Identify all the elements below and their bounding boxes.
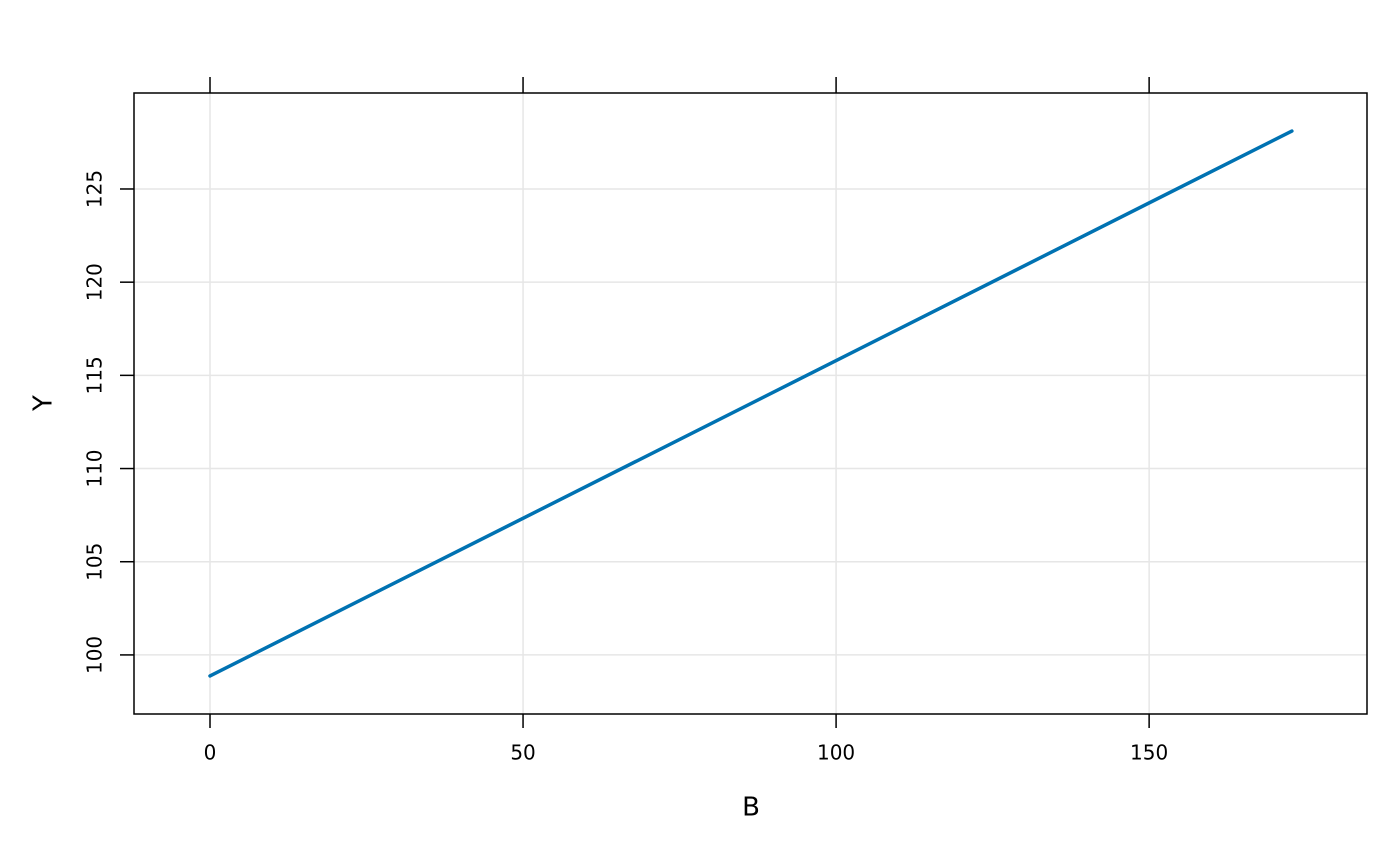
x-axis-title: B [742,793,760,823]
y-tick-label: 110 [83,449,107,487]
x-tick-label: 0 [204,741,217,765]
y-tick-label: 100 [83,636,107,674]
y-tick-label: 115 [83,356,107,394]
line [208,129,1294,678]
y-tick-label: 120 [83,263,107,301]
y-tick-label: 125 [83,170,107,208]
y-axis-title: Y [29,395,59,412]
x-tick-label: 50 [510,741,535,765]
y-tick-label: 105 [83,543,107,581]
plot-frame [133,92,1368,715]
x-tick-label: 100 [817,741,855,765]
x-tick-label: 150 [1130,741,1168,765]
